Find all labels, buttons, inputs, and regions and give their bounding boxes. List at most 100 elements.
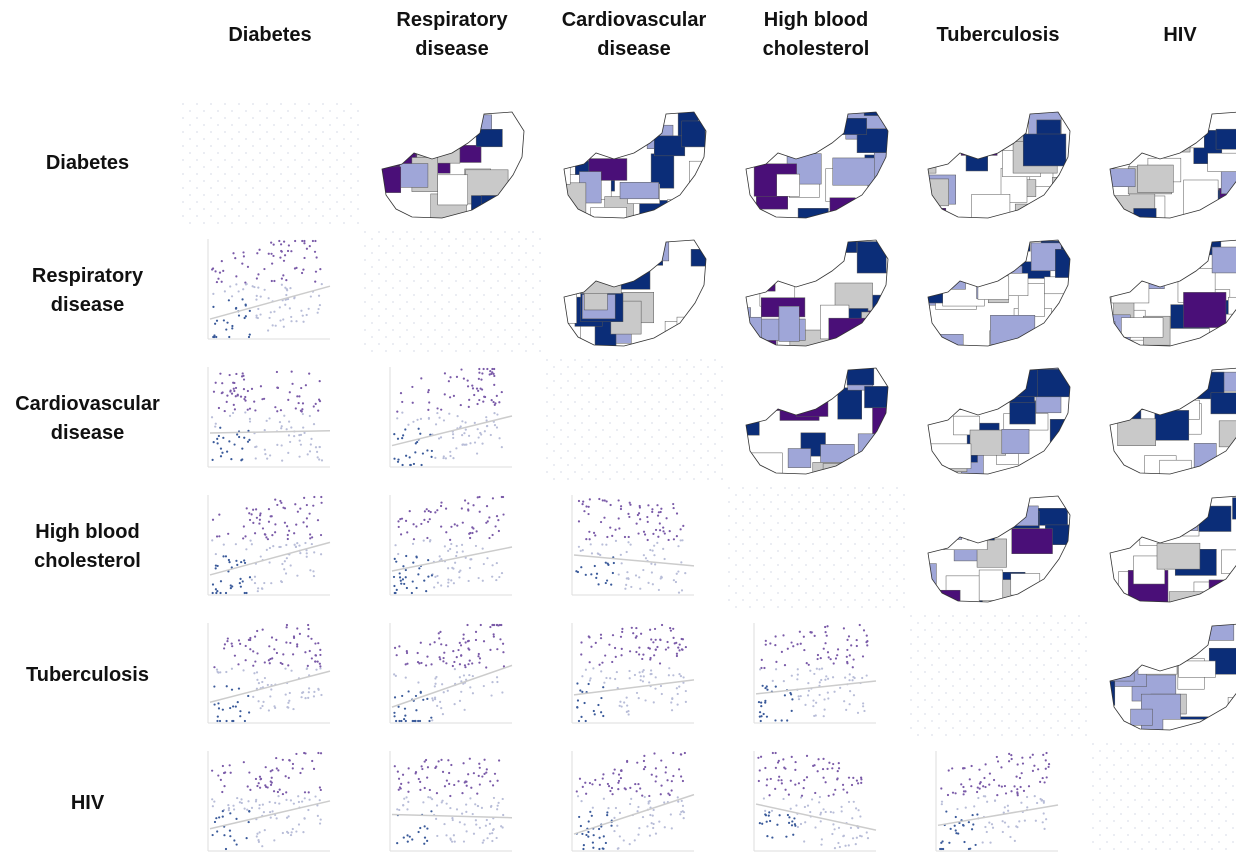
point [219,427,221,429]
point [233,390,235,392]
point [412,523,414,525]
point [273,311,275,313]
point [429,518,431,520]
point [614,768,616,770]
point [454,523,456,525]
point [978,769,980,771]
point [676,535,678,537]
point [820,679,822,681]
point [652,583,654,585]
point [832,811,834,813]
point [653,809,655,811]
point [450,526,452,528]
region [1158,628,1189,650]
point [479,827,481,829]
point [441,801,443,803]
point [493,375,495,377]
point [261,845,263,847]
point [458,571,460,573]
point [653,554,655,556]
point [393,585,395,587]
point [216,590,218,592]
point [585,834,587,836]
point [217,278,219,280]
point [601,662,603,664]
region [910,208,946,233]
point [483,368,485,370]
point [402,774,404,776]
point [406,652,408,654]
point [649,835,651,837]
point [998,784,1000,786]
point [989,772,991,774]
point [318,446,320,448]
point [238,436,240,438]
point [653,654,655,656]
point [280,427,282,429]
point [676,512,678,514]
point [461,434,463,436]
point [979,788,981,790]
region [400,164,428,188]
point [278,240,280,242]
point [451,817,453,819]
point [462,762,464,764]
point [806,776,808,778]
point [396,417,398,419]
point [216,669,218,671]
map [726,357,908,495]
point [848,635,850,637]
region [1138,653,1177,674]
point [485,771,487,773]
point [578,816,580,818]
point [299,439,301,441]
point [860,782,862,784]
point [463,378,465,380]
point [602,773,604,775]
point [1017,763,1019,765]
point [482,580,484,582]
point [634,839,636,841]
point [638,647,640,649]
point [464,709,466,711]
point [306,552,308,554]
point [401,464,403,466]
point [619,701,621,703]
point [242,251,244,253]
point [258,807,260,809]
point [443,652,445,654]
point [233,388,235,390]
point [400,583,402,585]
point [395,720,397,722]
point [218,816,220,818]
point [497,519,499,521]
point [446,803,448,805]
point [445,644,447,646]
point [435,765,437,767]
point [422,452,424,454]
point [472,387,474,389]
point [423,580,425,582]
point [395,675,397,677]
map-cell [544,228,730,354]
point [398,789,400,791]
point [401,412,403,414]
point [643,760,645,762]
point [259,776,261,778]
point [578,546,580,548]
point [832,823,834,825]
point [321,283,323,285]
point [427,796,429,798]
point [637,806,639,808]
point [651,774,653,776]
point [663,801,665,803]
point [434,696,436,698]
point [217,774,219,776]
point [213,666,215,668]
point [765,644,767,646]
point [608,644,610,646]
point [965,807,967,809]
point [269,662,271,664]
point [228,440,230,442]
point [639,588,641,590]
